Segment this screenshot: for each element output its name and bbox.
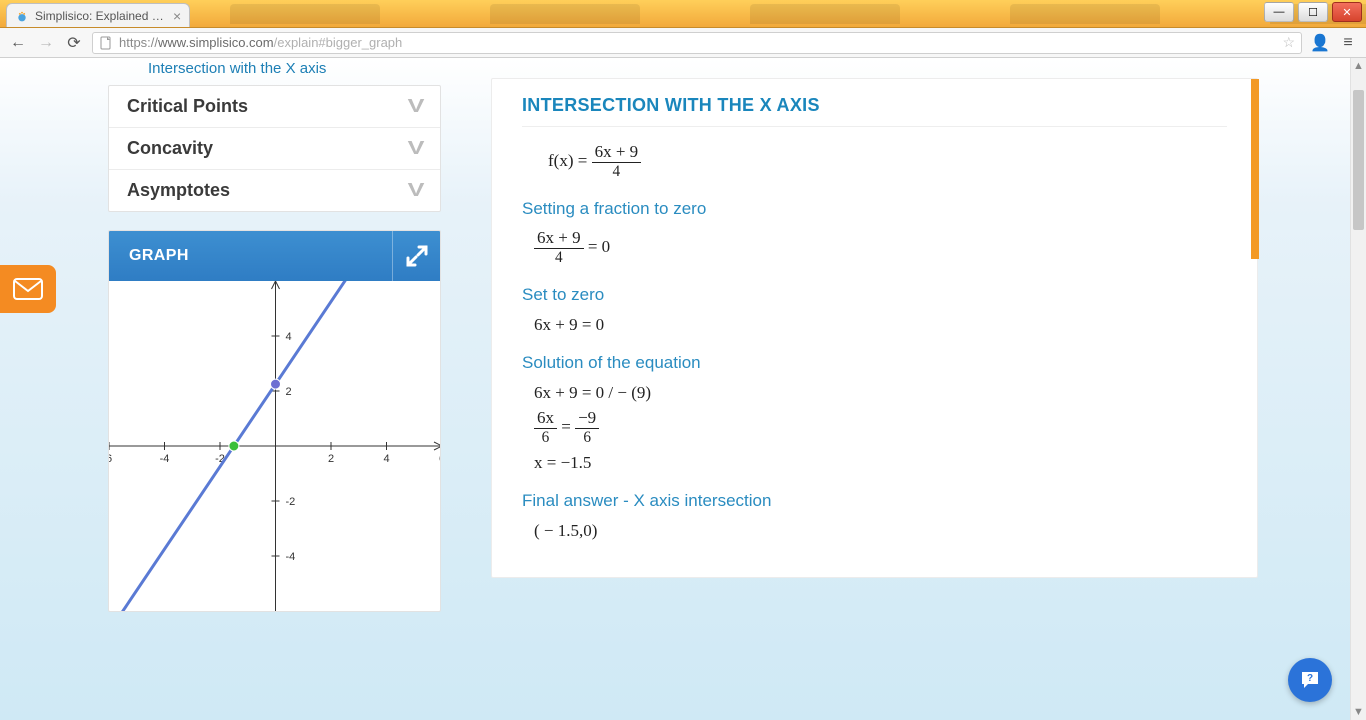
user-icon[interactable]: 👤 — [1310, 33, 1330, 53]
back-button[interactable]: ← — [8, 33, 28, 53]
chevron-down-icon: V — [408, 138, 425, 159]
step: Solution of the equation 6x + 9 = 0 / − (… — [522, 353, 1227, 473]
svg-text:-2: -2 — [286, 496, 296, 508]
accordion-label: Asymptotes — [127, 180, 230, 201]
page-content: Intersection with the X axis Critical Po… — [108, 58, 1258, 720]
panel-accent-bar — [1251, 79, 1259, 259]
close-window-button[interactable]: ✕ — [1332, 2, 1362, 22]
math-line: 6x + 94 = 0 — [534, 229, 1227, 267]
mail-icon — [13, 278, 43, 300]
background-tab[interactable] — [1010, 4, 1160, 24]
browser-window: Simplisico: Explained and × — ☐ ✕ ← → ⟳ … — [0, 0, 1366, 720]
steps-accordion: Critical Points V Concavity V Asymptotes V — [108, 85, 441, 212]
page-scrollbar[interactable]: ▲ ▼ — [1350, 58, 1366, 720]
explanation-panel: INTERSECTION WITH THE X AXIS f(x) = 6x +… — [491, 78, 1258, 578]
window-controls: — ☐ ✕ — [1264, 2, 1362, 22]
function-lhs: f(x) = — [548, 151, 587, 170]
function-definition: f(x) = 6x + 9 4 — [548, 143, 1227, 181]
function-numerator: 6x + 9 — [592, 143, 642, 163]
menu-icon[interactable]: ≡ — [1338, 33, 1358, 53]
math-line: x = −1.5 — [534, 453, 1227, 473]
accordion-label: Concavity — [127, 138, 213, 159]
step-title: Setting a fraction to zero — [522, 199, 1227, 219]
accordion-label: Critical Points — [127, 96, 248, 117]
math-line: ( − 1.5,0) — [534, 521, 1227, 541]
chat-icon: ? — [1299, 669, 1321, 691]
svg-text:2: 2 — [328, 453, 334, 465]
steps-list: Setting a fraction to zero6x + 94 = 0Set… — [522, 199, 1227, 541]
chevron-down-icon: V — [408, 96, 425, 117]
help-chat-button[interactable]: ? — [1288, 658, 1332, 702]
feedback-button[interactable] — [0, 265, 56, 313]
step-title: Final answer - X axis intersection — [522, 491, 1227, 511]
bookmark-star-icon[interactable]: ☆ — [1282, 34, 1295, 51]
svg-text:?: ? — [1307, 673, 1313, 684]
browser-toolbar: ← → ⟳ https:// www.simplisico.com /expla… — [0, 28, 1366, 58]
url-path: /explain#bigger_graph — [274, 35, 403, 50]
background-tab[interactable] — [750, 4, 900, 24]
minimize-button[interactable]: — — [1264, 2, 1294, 22]
scroll-up-icon[interactable]: ▲ — [1351, 60, 1366, 72]
forward-button[interactable]: → — [36, 33, 56, 53]
accordion-item[interactable]: Concavity V — [109, 128, 440, 170]
graph-plot[interactable]: 6-4-2246-4-224 — [109, 281, 440, 611]
expand-icon — [405, 244, 429, 268]
section-link-x-axis[interactable]: Intersection with the X axis — [108, 58, 441, 85]
svg-text:4: 4 — [383, 453, 389, 465]
graph-card-title: GRAPH — [109, 247, 392, 265]
svg-text:-4: -4 — [160, 453, 170, 465]
url-scheme: https:// — [119, 35, 158, 50]
section-title: INTERSECTION WITH THE X AXIS — [522, 95, 1227, 127]
svg-text:6: 6 — [439, 453, 441, 465]
browser-tab[interactable]: Simplisico: Explained and × — [6, 3, 190, 27]
close-tab-icon[interactable]: × — [173, 9, 181, 23]
accordion-item[interactable]: Asymptotes V — [109, 170, 440, 211]
step: Setting a fraction to zero 6x + 94 = 0 — [522, 199, 1227, 267]
background-tabs — [230, 4, 1366, 24]
accordion-item[interactable]: Critical Points V — [109, 86, 440, 128]
page-icon — [99, 36, 113, 50]
address-bar[interactable]: https:// www.simplisico.com /explain#big… — [92, 32, 1302, 54]
svg-text:6: 6 — [109, 453, 112, 465]
math-line: 6x + 9 = 0 — [534, 315, 1227, 335]
chevron-down-icon: V — [408, 180, 425, 201]
reload-button[interactable]: ⟳ — [64, 33, 84, 53]
url-host: www.simplisico.com — [158, 35, 274, 50]
scroll-thumb[interactable] — [1353, 90, 1364, 230]
favicon-icon — [15, 9, 29, 23]
expand-graph-button[interactable] — [392, 231, 440, 281]
left-column: Intersection with the X axis Critical Po… — [108, 58, 441, 612]
background-tab[interactable] — [490, 4, 640, 24]
graph-card: GRAPH 6-4-2246-4-224 — [108, 230, 441, 612]
step: Final answer - X axis intersection ( − 1.… — [522, 491, 1227, 541]
math-line: 6x + 9 = 0 / − (9) — [534, 383, 1227, 403]
tab-title: Simplisico: Explained and — [35, 9, 165, 23]
svg-text:4: 4 — [286, 331, 292, 343]
graph-card-header: GRAPH — [109, 231, 440, 281]
tab-strip: Simplisico: Explained and × — ☐ ✕ — [0, 0, 1366, 28]
maximize-button[interactable]: ☐ — [1298, 2, 1328, 22]
step-title: Set to zero — [522, 285, 1227, 305]
svg-text:-4: -4 — [286, 551, 296, 563]
svg-text:2: 2 — [286, 386, 292, 398]
step-title: Solution of the equation — [522, 353, 1227, 373]
background-tab[interactable] — [230, 4, 380, 24]
math-line: 6x6 = −96 — [534, 409, 1227, 447]
step: Set to zero 6x + 9 = 0 — [522, 285, 1227, 335]
scroll-down-icon[interactable]: ▼ — [1351, 706, 1366, 718]
function-denominator: 4 — [592, 163, 642, 181]
page-viewport: Intersection with the X axis Critical Po… — [0, 58, 1366, 720]
